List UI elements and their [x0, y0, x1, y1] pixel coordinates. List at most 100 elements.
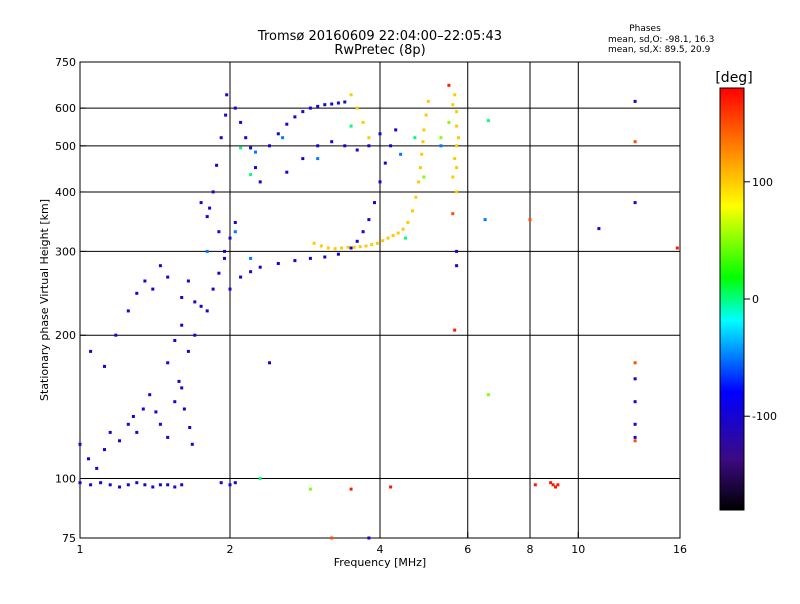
data-point	[99, 481, 103, 485]
data-point	[336, 252, 340, 256]
grid	[80, 62, 680, 538]
data-point	[158, 422, 162, 426]
data-point	[549, 481, 553, 485]
data-point	[249, 173, 253, 177]
data-point	[281, 136, 285, 140]
data-point	[418, 166, 422, 170]
data-point	[326, 246, 330, 250]
data-point	[186, 349, 190, 353]
data-point	[343, 144, 347, 148]
data-point	[233, 221, 237, 224]
data-point	[455, 124, 459, 128]
data-point	[308, 256, 312, 260]
data-point	[190, 442, 194, 446]
data-point	[330, 140, 334, 144]
data-point	[323, 103, 327, 107]
data-point	[126, 309, 130, 313]
data-point	[285, 170, 289, 174]
data-point	[158, 483, 162, 487]
data-point	[386, 236, 390, 240]
data-point	[118, 485, 121, 489]
data-point	[401, 227, 405, 231]
data-point	[188, 426, 192, 429]
data-point	[254, 166, 257, 170]
data-point	[421, 140, 425, 144]
data-point	[126, 422, 130, 426]
data-point	[151, 485, 155, 489]
data-point	[453, 328, 457, 332]
data-point	[455, 264, 459, 268]
data-point	[457, 136, 460, 140]
data-point	[316, 157, 320, 161]
data-point	[414, 195, 418, 199]
colorbar	[719, 87, 745, 511]
data-point	[268, 144, 271, 148]
data-point	[556, 483, 560, 487]
data-point	[352, 245, 356, 249]
data-point	[78, 442, 82, 446]
data-point	[173, 339, 177, 342]
x-axis-label: Frequency [MHz]	[334, 556, 426, 569]
data-point	[293, 259, 297, 263]
data-point	[224, 113, 228, 117]
data-point	[417, 180, 421, 184]
data-point	[285, 122, 289, 126]
data-point	[301, 110, 305, 114]
data-point	[205, 215, 209, 219]
data-point	[451, 212, 455, 216]
data-point	[182, 407, 186, 411]
data-point	[383, 161, 387, 165]
data-point	[330, 102, 334, 106]
data-point	[633, 400, 637, 404]
data-point	[316, 104, 320, 108]
data-point	[180, 386, 184, 390]
data-point	[233, 481, 237, 485]
data-point	[358, 245, 362, 249]
data-point	[455, 190, 459, 194]
data-point	[381, 239, 385, 243]
stats-x-mode: mean, sd,X: 89.5, 20.9	[608, 45, 711, 55]
data-point	[367, 144, 371, 148]
data-point	[143, 483, 147, 487]
data-point	[422, 175, 426, 179]
data-point	[249, 256, 253, 260]
data-point	[455, 144, 459, 148]
data-point	[343, 100, 347, 104]
data-point	[217, 230, 221, 234]
data-point	[180, 483, 184, 487]
data-point	[193, 333, 197, 337]
data-point	[87, 457, 90, 461]
data-point	[411, 209, 415, 213]
data-point	[319, 244, 323, 248]
data-points	[78, 83, 679, 540]
data-point	[154, 410, 158, 414]
y-tick-label: 750	[55, 56, 76, 69]
data-point	[223, 249, 226, 253]
data-point	[633, 361, 637, 365]
data-point	[166, 435, 170, 439]
data-point	[205, 309, 209, 313]
data-point	[89, 349, 93, 353]
data-point	[211, 190, 215, 194]
data-point	[323, 255, 327, 259]
data-point	[413, 136, 417, 140]
data-point	[135, 430, 139, 434]
y-tick-label: 500	[55, 140, 76, 153]
data-point	[483, 218, 487, 222]
x-tick-label: 16	[673, 543, 687, 556]
data-point	[131, 415, 135, 418]
data-point	[219, 481, 223, 485]
x-tick-label: 4	[377, 543, 384, 556]
data-point	[276, 262, 280, 265]
data-point	[173, 400, 177, 404]
data-point	[205, 249, 209, 253]
colorbar-ticks: 100 0 -100	[744, 176, 777, 423]
data-point	[370, 243, 374, 247]
data-point	[199, 201, 203, 205]
data-point	[378, 132, 382, 136]
data-point	[254, 150, 257, 154]
data-point	[389, 485, 393, 489]
data-point	[373, 201, 376, 205]
x-tick-label: 2	[227, 543, 234, 556]
